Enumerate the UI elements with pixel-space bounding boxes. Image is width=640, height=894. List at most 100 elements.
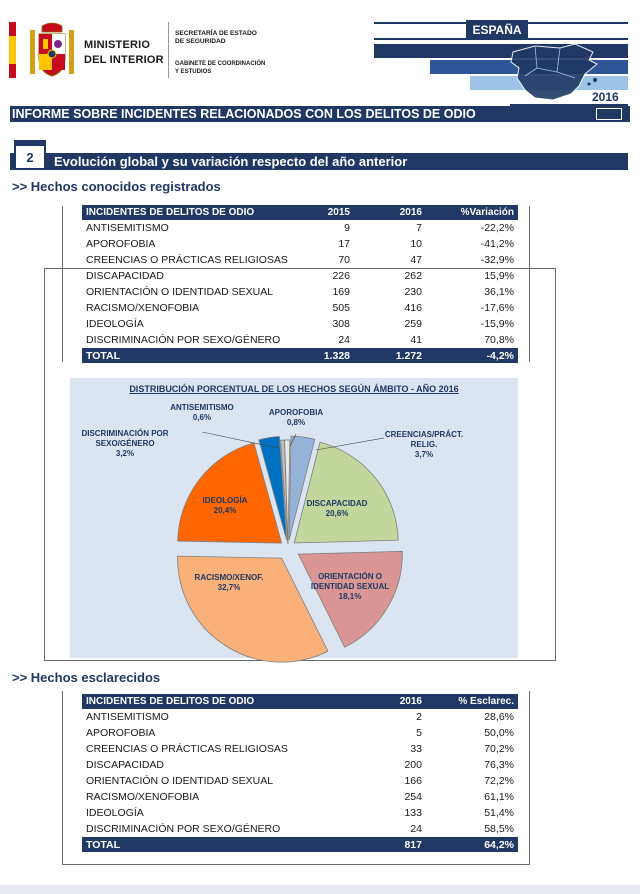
report-year: 2016 (592, 90, 619, 104)
secretaria-name: SECRETARÍA DE ESTADO DE SEGURIDAD (175, 30, 257, 46)
cell-category: IDEOLOGÍA (86, 807, 144, 819)
cell-2015: 70 (338, 254, 350, 266)
cell-total-solved-pct: 64,2% (426, 837, 518, 852)
gabinete-line2: Y ESTUDIOS (175, 69, 212, 75)
cell-category: ANTISEMITISMO (86, 222, 169, 234)
table-row: RACISMO/XENOFOBIA 254 61,1% (82, 789, 518, 805)
cell-category: RACISMO/XENOFOBIA (86, 791, 200, 803)
cell-solved-pct: 58,5% (484, 823, 514, 835)
cell-variation: -22,2% (480, 222, 514, 234)
known-facts-table: INCIDENTES DE DELITOS DE ODIO 2015 2016 … (82, 205, 518, 363)
table-row: IDEOLOGÍA 133 51,4% (82, 805, 518, 821)
cell-category: ANTISEMITISMO (86, 711, 169, 723)
table-row: APOROFOBIA 5 50,0% (82, 725, 518, 741)
cell-category: IDEOLOGÍA (86, 318, 144, 330)
cell-category: DISCRIMINACIÓN POR SEXO/GÉNERO (86, 334, 281, 346)
cell-solved-pct: 72,2% (484, 775, 514, 787)
cell-2015: 24 (338, 334, 350, 346)
pie-slice (284, 439, 291, 545)
cell-2016: 262 (404, 270, 422, 282)
pie-slice (258, 435, 288, 541)
cell-total-2016: 817 (332, 837, 426, 852)
table-row: DISCRIMINACIÓN POR SEXO/GÉNERO 24 58,5% (82, 821, 518, 837)
cell-2015: 505 (332, 302, 350, 314)
cell-solved-pct: 51,4% (484, 807, 514, 819)
gabinete-line1: GABINETE DE COORDINACIÓN (175, 61, 266, 67)
pie-slice (293, 441, 399, 544)
cell-2016: 10 (410, 238, 422, 250)
pie-leader-line (201, 431, 279, 449)
table-header-row: INCIDENTES DE DELITOS DE ODIO 2016 % Esc… (82, 694, 518, 709)
table-header-row: INCIDENTES DE DELITOS DE ODIO 2015 2016 … (82, 205, 518, 220)
column-header: % Esclarec. (426, 694, 518, 709)
cell-category: DISCRIMINACIÓN POR SEXO/GÉNERO (86, 823, 281, 835)
table-total-row: TOTAL 1.328 1.272 -4,2% (82, 348, 518, 363)
cell-category: APOROFOBIA (86, 727, 156, 739)
country-label: ESPAÑA (466, 20, 528, 40)
cell-2016: 416 (404, 302, 422, 314)
table-bracket (62, 691, 530, 865)
subsection-solved-facts: >> Hechos esclarecidos (12, 670, 161, 685)
section-number: 2 (26, 150, 34, 165)
cell-solved-pct: 70,2% (484, 743, 514, 755)
coat-of-arms-icon (30, 22, 74, 77)
table-row: APOROFOBIA 17 10 -41,2% (82, 236, 518, 252)
cell-total-2016: 1.272 (354, 348, 426, 363)
spain-map-icon (510, 43, 598, 101)
cell-2016: 41 (410, 334, 422, 346)
cell-solved-pct: 50,0% (484, 727, 514, 739)
pie-slice-label: APOROFOBIA 0,8% (269, 408, 323, 427)
table-row: DISCAPACIDAD 226 262 15,9% (82, 268, 518, 284)
year-underline (510, 104, 628, 106)
cell-2016: 47 (410, 254, 422, 266)
table-row: CREENCIAS O PRÁCTICAS RELIGIOSAS 70 47 -32,… (82, 252, 518, 268)
pie-slice (177, 555, 329, 663)
cell-2016: 230 (404, 286, 422, 298)
cell-total-variation: -4,2% (426, 348, 518, 363)
cell-category: CREENCIAS O PRÁCTICAS RELIGIOSAS (86, 254, 288, 266)
table-row: ANTISEMITISMO 9 7 -22,2% (82, 220, 518, 236)
pie-slice (177, 442, 283, 544)
cell-category: DISCAPACIDAD (86, 270, 164, 282)
cell-variation: 70,8% (484, 334, 514, 346)
cell-2015: 17 (338, 238, 350, 250)
ministry-name: MINISTERIO DEL INTERIOR (84, 38, 164, 68)
solved-facts-table: INCIDENTES DE DELITOS DE ODIO 2016 % Esc… (82, 694, 518, 852)
cell-2016: 2 (416, 711, 422, 723)
cell-2015: 226 (332, 270, 350, 282)
table-row: ANTISEMITISMO 2 28,6% (82, 709, 518, 725)
pie-slice-label: IDEOLOGÍA 20,4% (203, 496, 248, 515)
cell-variation: -41,2% (480, 238, 514, 250)
section-number-tab (14, 140, 46, 146)
report-title-bar (10, 106, 630, 122)
gabinete-name: GABINETE DE COORDINACIÓN Y ESTUDIOS (175, 60, 265, 76)
cell-2016: 254 (404, 791, 422, 803)
cell-2015: 169 (332, 286, 350, 298)
table-row: ORIENTACIÓN O IDENTIDAD SEXUAL 166 72,2% (82, 773, 518, 789)
cell-category: ORIENTACIÓN O IDENTIDAD SEXUAL (86, 775, 274, 787)
table-row: DISCAPACIDAD 200 76,3% (82, 757, 518, 773)
cell-total-label: TOTAL (82, 348, 292, 363)
pie-leader-line (289, 433, 297, 447)
cell-category: ORIENTACIÓN O IDENTIDAD SEXUAL (86, 286, 274, 298)
pie-slice-label: RACISMO/XENOF. 32,7% (195, 573, 264, 592)
cell-solved-pct: 61,1% (484, 791, 514, 803)
column-header: 2015 (292, 205, 354, 220)
ministry-line1: MINISTERIO (84, 39, 151, 51)
cell-variation: -32,9% (480, 254, 514, 266)
cell-2016: 5 (416, 727, 422, 739)
cell-2016: 7 (416, 222, 422, 234)
section-bar (10, 153, 628, 170)
secretaria-line1: SECRETARÍA DE ESTADO (175, 30, 257, 37)
cell-2016: 259 (404, 318, 422, 330)
report-title: INFORME SOBRE INCIDENTES RELACIONADOS CO… (12, 107, 476, 121)
subsection-known-facts: >> Hechos conocidos registrados (12, 179, 221, 194)
pie-slice-label: DISCRIMINACIÓN POR SEXO/GÉNERO 3,2% (81, 429, 168, 458)
column-header: INCIDENTES DE DELITOS DE ODIO (82, 694, 332, 709)
table-row: CREENCIAS O PRÁCTICAS RELIGIOSAS 33 70,2% (82, 741, 518, 757)
cell-total-label: TOTAL (82, 837, 332, 852)
cell-variation: -17,6% (480, 302, 514, 314)
cell-variation: 15,9% (484, 270, 514, 282)
chart-title: DISTRIBUCIÓN PORCENTUAL DE LOS HECHOS SE… (129, 384, 459, 394)
